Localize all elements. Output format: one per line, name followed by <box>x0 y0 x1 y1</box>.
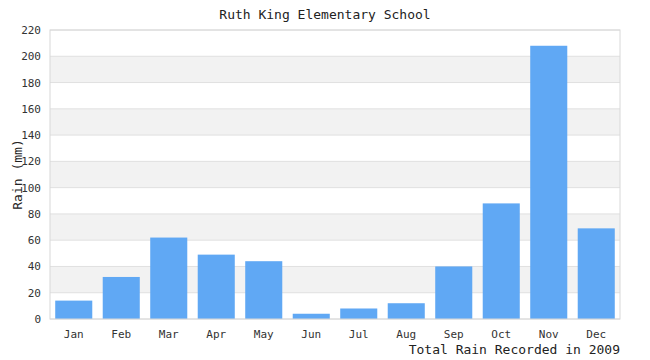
y-axis-label: Rain (mm) <box>10 139 25 209</box>
y-tick-label: 0 <box>34 313 41 326</box>
x-tick-label: Jan <box>64 328 84 341</box>
bar <box>150 238 187 319</box>
x-tick-label: Apr <box>206 328 226 341</box>
y-tick-label: 180 <box>21 77 41 90</box>
y-tick-label: 40 <box>28 260 41 273</box>
bar <box>435 266 472 319</box>
x-tick-label: Jun <box>301 328 321 341</box>
x-tick-label: Dec <box>586 328 606 341</box>
bars <box>55 46 615 319</box>
bar <box>578 228 615 319</box>
bar <box>483 203 520 319</box>
x-tick-label: Oct <box>491 328 511 341</box>
x-axis-label: Total Rain Recorded in 2009 <box>409 342 620 357</box>
x-tick-label: Jul <box>349 328 369 341</box>
plot-frame <box>50 30 620 319</box>
bar <box>198 255 235 319</box>
bar <box>245 261 282 319</box>
x-tick-label: May <box>254 328 274 341</box>
plot-background <box>50 30 620 319</box>
y-tick-label: 60 <box>28 234 41 247</box>
y-tick-label: 20 <box>28 287 41 300</box>
y-tick-label: 220 <box>21 24 41 37</box>
chart-container: 020406080100120140160180200220JanFebMarA… <box>0 0 650 360</box>
bar <box>55 301 92 319</box>
y-tick-label: 80 <box>28 208 41 221</box>
bar <box>388 303 425 319</box>
x-tick-label: Feb <box>111 328 131 341</box>
bar <box>293 314 330 319</box>
x-tick-label: Mar <box>159 328 179 341</box>
bar <box>530 46 567 319</box>
x-tick-label: Nov <box>539 328 559 341</box>
bar <box>340 308 377 319</box>
chart-title: Ruth King Elementary School <box>219 7 430 22</box>
y-tick-label: 200 <box>21 50 41 63</box>
x-tick-label: Aug <box>396 328 416 341</box>
y-tick-label: 160 <box>21 103 41 116</box>
chart-svg: 020406080100120140160180200220JanFebMarA… <box>0 0 650 360</box>
x-tick-label: Sep <box>444 328 464 341</box>
bar <box>103 277 140 319</box>
